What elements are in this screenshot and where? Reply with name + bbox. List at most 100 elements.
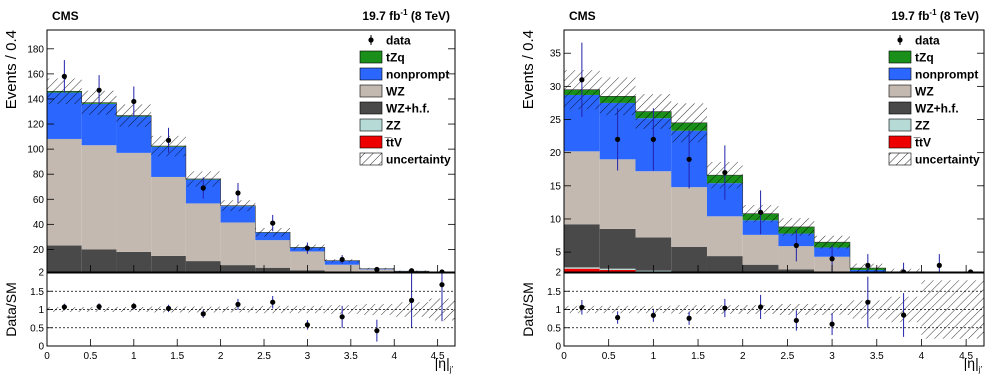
x-tick-label-9: 4: [391, 351, 397, 362]
legend-swatch-7: [359, 135, 383, 149]
x-tick-label-6: 2.5: [257, 351, 271, 362]
ratio-y-tick-label-4: 1.5: [30, 287, 44, 298]
legend-label-2: tZq: [386, 51, 405, 65]
bar-wzhf-bin-5: [706, 256, 743, 272]
bar-wz-bin-3: [635, 171, 672, 238]
legend-label-3: nonprompt: [386, 68, 449, 82]
lumi-label: 19.7 fb-1 (8 TeV): [891, 8, 979, 23]
ratio-point-6: [757, 304, 764, 310]
lumi-label: 19.7 fb-1 (8 TeV): [362, 8, 450, 23]
legend-swatch-7: [888, 135, 912, 149]
ratio-point-4: [686, 315, 692, 321]
ratio-point-7: [270, 299, 276, 305]
legend-label-1: data: [386, 34, 411, 48]
x-axis-label-main: |η|: [435, 355, 450, 371]
y-tick-label-2: 20: [33, 245, 45, 256]
data-point-6: [757, 209, 764, 215]
ratio-point-8: [304, 322, 311, 328]
x-axis-label: |η|j′: [435, 355, 454, 374]
bar-ttv-bin-1: [564, 268, 600, 272]
legend-label-1: data: [915, 34, 940, 48]
legend-label-3: nonprompt: [915, 68, 978, 82]
bar-wzhf-bin-7: [255, 267, 291, 272]
ratio-point-6: [235, 301, 241, 307]
x-axis-label-sub: j′: [449, 365, 454, 374]
ratio-y-tick-label-1: 0: [555, 342, 561, 353]
legend-swatch-6: [359, 118, 383, 132]
ratio-point-4: [165, 305, 172, 312]
ratio-point-3: [131, 303, 137, 309]
legend-label-8: uncertainty: [386, 153, 451, 167]
data-point-4: [165, 137, 172, 143]
legend-swatch-3: [359, 67, 383, 81]
legend-marker-data: [897, 37, 903, 43]
ratio-point-10: [374, 328, 380, 334]
main-frame: [46, 29, 456, 273]
bar-wz-bin-1: [564, 151, 600, 225]
x-tick-label-5: 2: [218, 351, 224, 362]
bar-wz-bin-6: [220, 222, 256, 266]
ratio-panel: 0 0.5 1 1.5 0 0.5 1 1.5 2 2.5 3 3.5 4 4.5 Data/SM: [3, 272, 456, 362]
legend-label-4: WZ: [915, 85, 934, 99]
data-points: [579, 42, 974, 272]
x-tick-label-8: 3.5: [870, 351, 884, 362]
legend-label-4: WZ: [386, 85, 405, 99]
legend-marker-data: [368, 37, 374, 43]
legend-swatch-4: [359, 84, 383, 98]
bar-wz-bin-5: [185, 203, 221, 262]
bar-wz-bin-7: [255, 240, 291, 268]
legend-label-7: t̅tV: [384, 136, 402, 150]
legend-label-5: WZ+h.f.: [915, 102, 959, 116]
legend-label-6: ZZ: [915, 119, 930, 133]
ratio-point-10: [900, 312, 907, 318]
ratio-y-tick-label-3: 1: [555, 305, 561, 316]
data-point-5: [200, 185, 206, 191]
y-tick-label-3: 40: [33, 220, 45, 231]
ratio-content: [47, 273, 455, 342]
legend-swatch-3: [888, 67, 912, 81]
data-point-3: [650, 136, 656, 142]
x-axis-label-sub: j′: [978, 365, 983, 374]
x-tick-label-10: 4.5: [959, 351, 973, 362]
y-tick-label-4: 15: [550, 181, 562, 192]
x-tick-label-8: 3.5: [344, 351, 358, 362]
legend-label-7: t̅tV: [913, 136, 931, 150]
bar-wz-bin-9: [324, 264, 360, 272]
bar-wz-bin-4: [671, 187, 707, 247]
data-point-7: [793, 242, 799, 249]
bar-wz-bin-5: [706, 216, 743, 257]
ratio-point-2: [96, 303, 102, 310]
ratio-y-tick-label-4: 1.5: [547, 287, 561, 298]
legend-swatch-uncertainty: [888, 152, 912, 166]
legend-swatch-2: [888, 50, 912, 64]
bar-wzhf-bin-5: [185, 261, 221, 272]
data-points: [61, 60, 445, 272]
main-frame: [563, 29, 985, 273]
energy-label: (8 TeV): [937, 9, 979, 23]
bar-wzhf-bin-2: [599, 228, 636, 269]
ratio-y-axis-label: Data/SM: [3, 282, 19, 336]
y-tick-label-8: 35: [550, 49, 562, 60]
data-point-9: [339, 256, 345, 263]
lumi-value: 19.7 fb: [362, 9, 400, 23]
data-point-1: [579, 77, 585, 83]
bar-wz-bin-4: [151, 176, 186, 256]
data-point-10: [374, 266, 380, 272]
y-axis-label: Events / 0.4: [520, 30, 537, 109]
y-tick-label-6: 25: [550, 115, 562, 126]
data-point-5: [722, 169, 728, 176]
data-point-12: [439, 269, 445, 272]
lumi-exponent: -1: [400, 8, 408, 17]
x-tick-label-9: 4: [919, 351, 925, 362]
legend-swatch-4: [888, 84, 912, 98]
bar-wzhf-bin-4: [671, 246, 707, 272]
y-tick-label-5: 20: [550, 148, 562, 159]
ratio-panel: 0 0.5 1 1.5 0 0.5 1 1.5 2 2.5 3 3.5 4 4.5 Data/SM: [520, 272, 985, 362]
energy-label: (8 TeV): [408, 9, 450, 23]
ratio-point-3: [650, 312, 656, 318]
legend-swatch-uncertainty: [359, 152, 383, 166]
x-axis-label-main: |η|: [964, 355, 979, 371]
lumi-value: 19.7 fb: [891, 9, 929, 23]
legend-swatch-5: [888, 101, 912, 115]
x-tick-label-5: 2: [740, 351, 746, 362]
